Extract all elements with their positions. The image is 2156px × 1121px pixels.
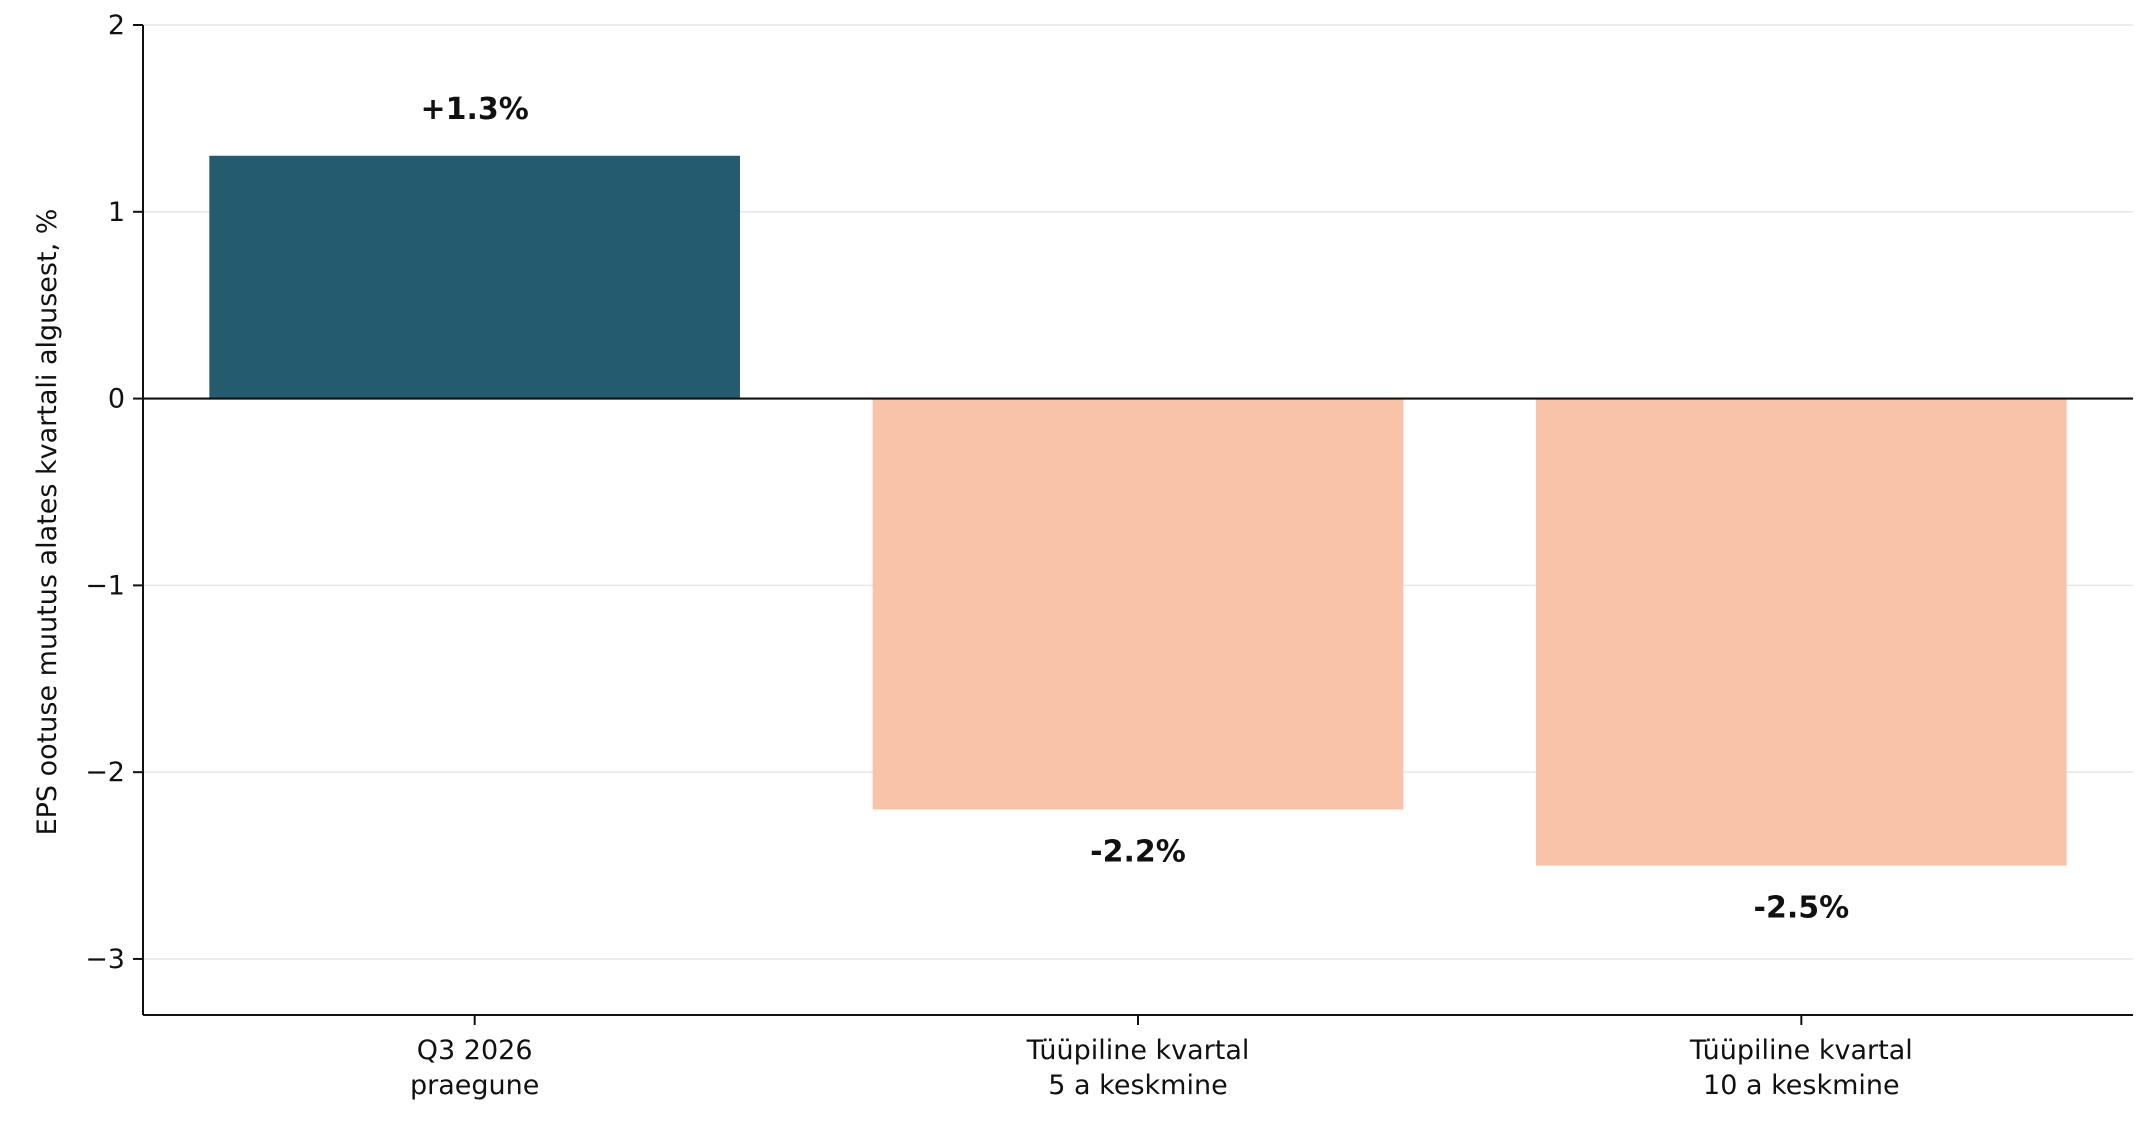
y-tick-label: −3 (85, 944, 125, 975)
x-tick-label-1: Tüüpiline kvartal 5 a keskmine (1026, 1035, 1250, 1101)
axes (133, 24, 2133, 1025)
x-tick-label-line: Q3 2026 (417, 1035, 533, 1066)
data-label-0: +1.3% (420, 92, 528, 127)
bars (209, 155, 2067, 866)
x-tick-label-2: Tüüpiline kvartal 10 a keskmine (1689, 1035, 1913, 1101)
data-label-2: -2.5% (1754, 891, 1850, 926)
x-tick-label-line: praegune (410, 1070, 539, 1101)
x-tick-label-line: 10 a keskmine (1703, 1070, 1900, 1101)
y-axis-title: EPS ootuse muutus alates kvartali alguse… (32, 209, 63, 836)
x-tick-label-line: Tüüpiline kvartal (1026, 1035, 1250, 1066)
y-tick-label: 2 (108, 10, 125, 41)
y-tick-label: 1 (108, 197, 125, 228)
y-tick-label: −1 (85, 570, 125, 601)
data-label-1: -2.2% (1090, 835, 1186, 870)
x-tick-label-line: Tüüpiline kvartal (1689, 1035, 1913, 1066)
x-tick-label-line: 5 a keskmine (1048, 1070, 1227, 1101)
bar-1 (872, 398, 1404, 810)
labels: +1.3% Q3 2026 praegune -2.2% Tüüpiline kvart… (85, 10, 1913, 1101)
y-tick-label: −2 (85, 757, 125, 788)
bar-2 (1536, 398, 2067, 866)
x-tick-label-0: Q3 2026 praegune (410, 1035, 539, 1101)
bar-0 (209, 155, 741, 399)
y-tick-label: 0 (108, 384, 125, 415)
